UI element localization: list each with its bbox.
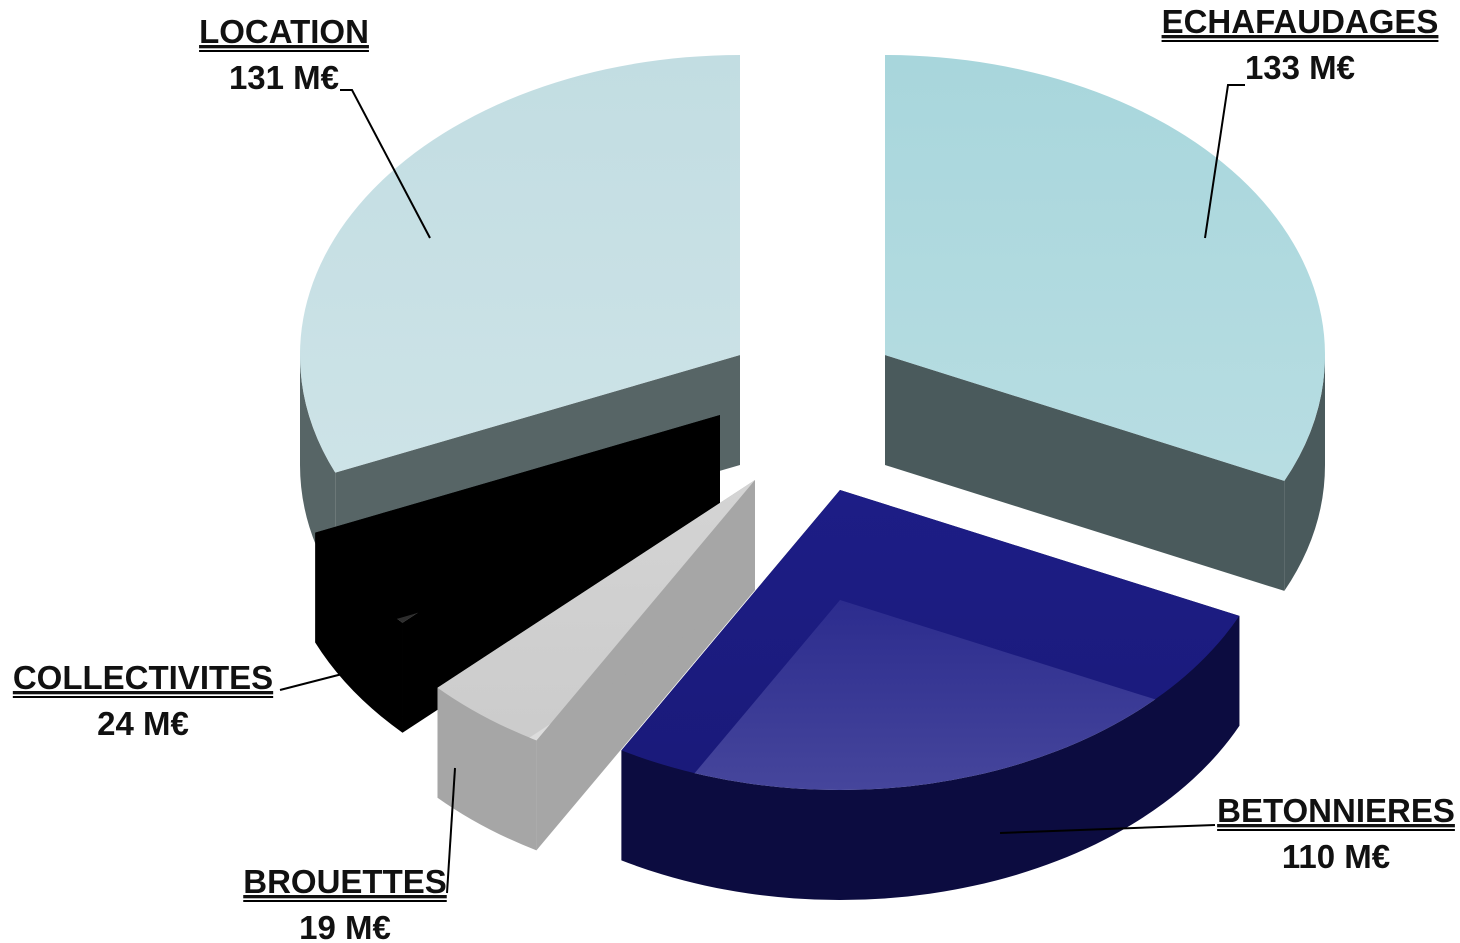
- slice-top: [621, 490, 1240, 790]
- leader-line-betonnieres: [999, 824, 1216, 834]
- slice-outer-wall: [1284, 355, 1325, 591]
- slice-collectivites: [315, 415, 720, 733]
- labels-layer: ECHAFAUDAGES 133 M€ BETONNIERES 110 M€ BROUE…: [12, 3, 1455, 943]
- slice-outer-wall: [315, 532, 403, 733]
- slice-value-location: 131 M€: [229, 59, 339, 96]
- slice-top: [437, 480, 755, 741]
- slice-label-brouettes: BROUETTES: [243, 863, 447, 900]
- slice-top: [885, 55, 1325, 481]
- slice-top: [299, 55, 740, 473]
- slice-label-echafaudages: ECHAFAUDAGES: [1162, 3, 1439, 40]
- leader-line-echafaudages: [1204, 84, 1245, 239]
- leader-line-location: [340, 89, 431, 239]
- slice-echafaudages: [885, 55, 1325, 591]
- slice-value-brouettes: 19 M€: [299, 909, 391, 943]
- leader-line-brouettes: [446, 767, 456, 894]
- slice-outer-wall: [437, 687, 537, 851]
- slice-top: [315, 415, 720, 623]
- slice-label-collectivites: COLLECTIVITES: [13, 659, 273, 696]
- slice-label-betonnieres: BETONNIERES: [1217, 792, 1455, 829]
- slice-value-collectivites: 24 M€: [97, 705, 189, 742]
- slice-side-end: [885, 355, 1285, 591]
- slice-outer-wall: [300, 355, 336, 583]
- slice-brouettes: [437, 480, 755, 851]
- slice-value-echafaudages: 133 M€: [1245, 49, 1355, 86]
- leader-lines: [279, 84, 1245, 894]
- slice-label-location: LOCATION: [199, 13, 369, 50]
- slice-value-betonnieres: 110 M€: [1282, 838, 1390, 875]
- leader-line-collectivites: [279, 671, 351, 691]
